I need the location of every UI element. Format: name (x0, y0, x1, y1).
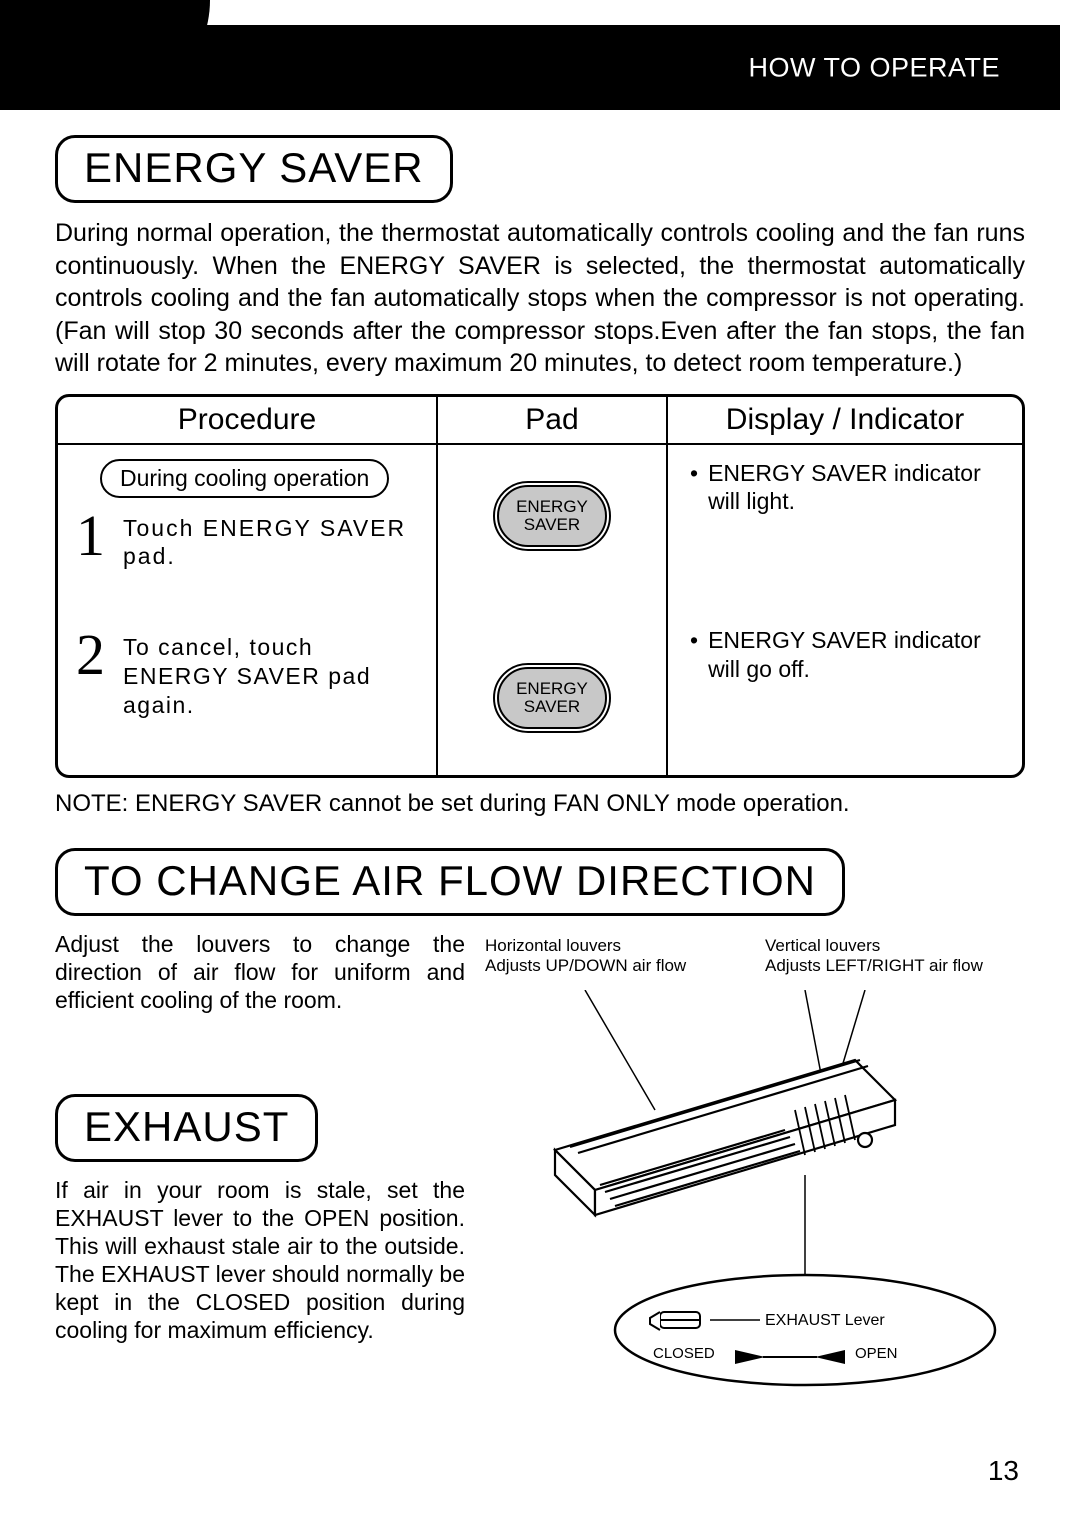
airflow-text: Adjust the louvers to change the directi… (55, 930, 465, 1014)
step-2-text: To cancel, touch ENERGY SAVER pad again. (123, 629, 418, 719)
closed-label: CLOSED (653, 1345, 715, 1362)
pad-label-line2: SAVER (524, 515, 580, 534)
display-indicator-2: •ENERGY SAVER indicator will go off. (686, 626, 1004, 684)
col-header-procedure: Procedure (58, 397, 438, 445)
horizontal-louvers-desc: Adjusts UP/DOWN air flow (485, 956, 686, 975)
pad-label-line2b: SAVER (524, 697, 580, 716)
exhaust-text: If air in your room is stale, set the EX… (55, 1176, 465, 1344)
step-1: 1 Touch ENERGY SAVER pad. (76, 510, 418, 572)
step-1-number: 1 (76, 510, 105, 562)
page-number: 13 (55, 1455, 1025, 1487)
pad-label-line1: ENERGY (516, 497, 588, 516)
section-title-energy-saver: ENERGY SAVER (55, 135, 453, 203)
step-2: 2 To cancel, touch ENERGY SAVER pad agai… (76, 629, 418, 719)
ac-unit-diagram: EXHAUST Lever CLOSED OPEN (485, 990, 1025, 1420)
energy-saver-pad-icon: ENERGYSAVER (493, 481, 611, 551)
section-title-airflow: TO CHANGE AIR FLOW DIRECTION (55, 848, 845, 916)
display-2-text: ENERGY SAVER indicator will go off. (708, 626, 1004, 684)
step-2-number: 2 (76, 629, 105, 681)
section-title-exhaust: EXHAUST (55, 1094, 318, 1162)
vertical-louvers-label: Vertical louvers (765, 936, 880, 955)
header-title: HOW TO OPERATE (748, 52, 1000, 83)
pad-label-line1b: ENERGY (516, 679, 588, 698)
energy-saver-note: NOTE: ENERGY SAVER cannot be set during … (55, 790, 1025, 818)
energy-saver-intro: During normal operation, the thermostat … (55, 217, 1025, 380)
header-bar: HOW TO OPERATE (30, 25, 1060, 110)
vertical-louvers-desc: Adjusts LEFT/RIGHT air flow (765, 956, 983, 975)
condition-pill: During cooling operation (100, 459, 389, 498)
col-header-display: Display / Indicator (668, 397, 1022, 445)
display-1-text: ENERGY SAVER indicator will light. (708, 459, 1004, 517)
horizontal-louvers-label: Horizontal louvers (485, 936, 621, 955)
col-header-pad: Pad (438, 397, 668, 445)
energy-saver-pad-icon-2: ENERGYSAVER (493, 663, 611, 733)
exhaust-lever-label: EXHAUST Lever (765, 1312, 885, 1329)
display-indicator-1: •ENERGY SAVER indicator will light. (686, 459, 1004, 517)
step-1-text: Touch ENERGY SAVER pad. (123, 510, 418, 572)
open-label: OPEN (855, 1345, 898, 1362)
procedure-table: Procedure Pad Display / Indicator During… (55, 394, 1025, 778)
